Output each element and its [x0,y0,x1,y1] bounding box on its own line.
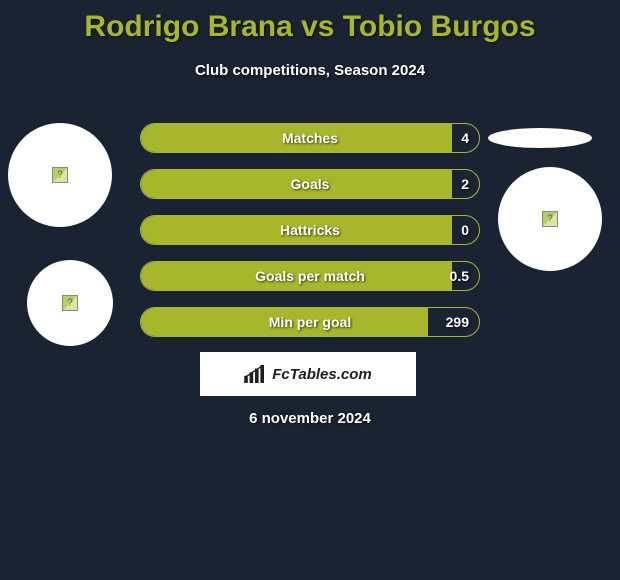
placeholder-icon [62,295,78,311]
placeholder-icon [52,167,68,183]
bar-goals-per-match: Goals per match 0.5 [140,261,480,291]
bar-value: 4 [461,130,469,146]
brand-text: FcTables.com [272,366,371,383]
bar-value: 2 [461,176,469,192]
bar-label: Goals [141,176,479,192]
brand-box: FcTables.com [200,352,416,396]
bar-value: 299 [446,314,469,330]
stats-bars: Matches 4 Goals 2 Hattricks 0 Goals per … [140,123,480,353]
player-1-avatar-large [8,123,112,227]
bar-matches: Matches 4 [140,123,480,153]
bar-value: 0.5 [450,268,469,284]
bar-value: 0 [461,222,469,238]
footer-date: 6 november 2024 [0,410,620,427]
bar-label: Min per goal [141,314,479,330]
bar-goals: Goals 2 [140,169,480,199]
placeholder-icon [542,211,558,227]
bar-label: Matches [141,130,479,146]
chart-icon [244,365,266,383]
player-1-avatar-small [27,260,113,346]
bar-label: Goals per match [141,268,479,284]
page-title: Rodrigo Brana vs Tobio Burgos [0,0,620,44]
bar-label: Hattricks [141,222,479,238]
player-2-avatar [498,167,602,271]
bar-min-per-goal: Min per goal 299 [140,307,480,337]
page-subtitle: Club competitions, Season 2024 [0,62,620,79]
bar-hattricks: Hattricks 0 [140,215,480,245]
player-2-oval [488,128,592,148]
